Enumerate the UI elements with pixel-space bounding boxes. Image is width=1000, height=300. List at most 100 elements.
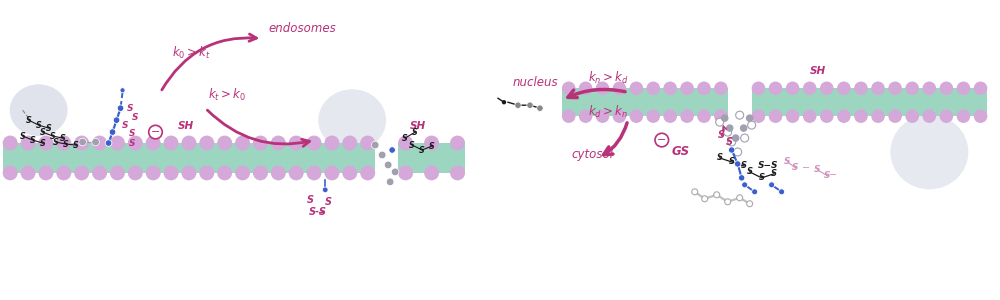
Text: S: S bbox=[814, 165, 821, 174]
Text: SH: SH bbox=[809, 65, 826, 76]
Text: S: S bbox=[30, 136, 36, 145]
Circle shape bbox=[342, 136, 357, 151]
Circle shape bbox=[579, 82, 592, 95]
Circle shape bbox=[697, 82, 711, 95]
Circle shape bbox=[725, 199, 731, 205]
Circle shape bbox=[79, 138, 86, 146]
Text: S: S bbox=[741, 161, 747, 170]
Text: S: S bbox=[129, 139, 136, 148]
Circle shape bbox=[235, 136, 250, 151]
Circle shape bbox=[146, 136, 161, 151]
Circle shape bbox=[702, 196, 708, 202]
Text: S: S bbox=[402, 134, 408, 142]
Bar bbox=[562, 88, 728, 116]
Circle shape bbox=[324, 165, 339, 180]
Circle shape bbox=[697, 110, 711, 123]
Text: S: S bbox=[718, 130, 725, 140]
Circle shape bbox=[110, 136, 125, 151]
Circle shape bbox=[537, 105, 543, 111]
Circle shape bbox=[515, 102, 521, 108]
Circle shape bbox=[769, 110, 782, 123]
Circle shape bbox=[871, 82, 885, 95]
Bar bbox=[3, 143, 375, 173]
Circle shape bbox=[726, 124, 733, 132]
FancyArrowPatch shape bbox=[568, 89, 625, 98]
Text: S: S bbox=[747, 167, 753, 176]
Circle shape bbox=[371, 141, 379, 149]
Text: S: S bbox=[73, 140, 78, 149]
Circle shape bbox=[888, 82, 902, 95]
Text: S: S bbox=[759, 173, 765, 182]
FancyArrowPatch shape bbox=[604, 123, 627, 155]
Text: S: S bbox=[53, 137, 58, 146]
Circle shape bbox=[74, 165, 89, 180]
Circle shape bbox=[92, 165, 107, 180]
Circle shape bbox=[747, 201, 753, 207]
Circle shape bbox=[663, 82, 677, 95]
Circle shape bbox=[146, 165, 161, 180]
Circle shape bbox=[732, 134, 739, 142]
Circle shape bbox=[398, 136, 413, 151]
Circle shape bbox=[734, 148, 742, 156]
Circle shape bbox=[271, 136, 286, 151]
Circle shape bbox=[342, 165, 357, 180]
Circle shape bbox=[424, 165, 439, 180]
Circle shape bbox=[820, 82, 834, 95]
Circle shape bbox=[3, 165, 18, 180]
Text: S: S bbox=[46, 124, 52, 133]
Circle shape bbox=[562, 82, 575, 95]
Circle shape bbox=[450, 165, 465, 180]
Circle shape bbox=[714, 192, 720, 198]
Circle shape bbox=[786, 82, 799, 95]
Circle shape bbox=[742, 182, 748, 188]
Circle shape bbox=[716, 118, 724, 126]
Circle shape bbox=[271, 165, 286, 180]
Text: S: S bbox=[824, 171, 831, 180]
Circle shape bbox=[663, 110, 677, 123]
Circle shape bbox=[109, 129, 116, 135]
FancyArrowPatch shape bbox=[721, 126, 726, 136]
Circle shape bbox=[974, 110, 987, 123]
Circle shape bbox=[289, 165, 304, 180]
Circle shape bbox=[940, 110, 953, 123]
Circle shape bbox=[113, 117, 120, 123]
Text: S: S bbox=[717, 154, 723, 163]
Circle shape bbox=[235, 165, 250, 180]
Circle shape bbox=[56, 165, 71, 180]
Circle shape bbox=[181, 136, 196, 151]
Text: SH: SH bbox=[410, 121, 426, 130]
Circle shape bbox=[21, 165, 36, 180]
Circle shape bbox=[752, 82, 765, 95]
Circle shape bbox=[164, 136, 179, 151]
Circle shape bbox=[752, 110, 765, 123]
Circle shape bbox=[613, 110, 626, 123]
Circle shape bbox=[386, 178, 394, 186]
Circle shape bbox=[748, 121, 756, 129]
Circle shape bbox=[128, 136, 143, 151]
Text: GS: GS bbox=[672, 146, 690, 158]
Text: nucleus: nucleus bbox=[512, 76, 558, 89]
Circle shape bbox=[253, 136, 268, 151]
Circle shape bbox=[38, 136, 53, 151]
Circle shape bbox=[38, 165, 53, 180]
Circle shape bbox=[181, 165, 196, 180]
Text: S: S bbox=[307, 195, 314, 205]
Circle shape bbox=[253, 165, 268, 180]
Circle shape bbox=[769, 182, 775, 188]
Circle shape bbox=[655, 133, 669, 147]
Circle shape bbox=[974, 82, 987, 95]
Circle shape bbox=[164, 165, 179, 180]
Ellipse shape bbox=[10, 84, 68, 136]
Circle shape bbox=[289, 136, 304, 151]
Circle shape bbox=[613, 82, 626, 95]
Ellipse shape bbox=[890, 115, 968, 189]
Circle shape bbox=[199, 165, 214, 180]
Text: S: S bbox=[412, 128, 418, 136]
Text: S: S bbox=[63, 140, 68, 148]
Text: _: _ bbox=[318, 203, 323, 213]
Text: S: S bbox=[40, 128, 46, 136]
Circle shape bbox=[217, 165, 232, 180]
Circle shape bbox=[680, 110, 694, 123]
Circle shape bbox=[630, 110, 643, 123]
Circle shape bbox=[738, 175, 745, 181]
